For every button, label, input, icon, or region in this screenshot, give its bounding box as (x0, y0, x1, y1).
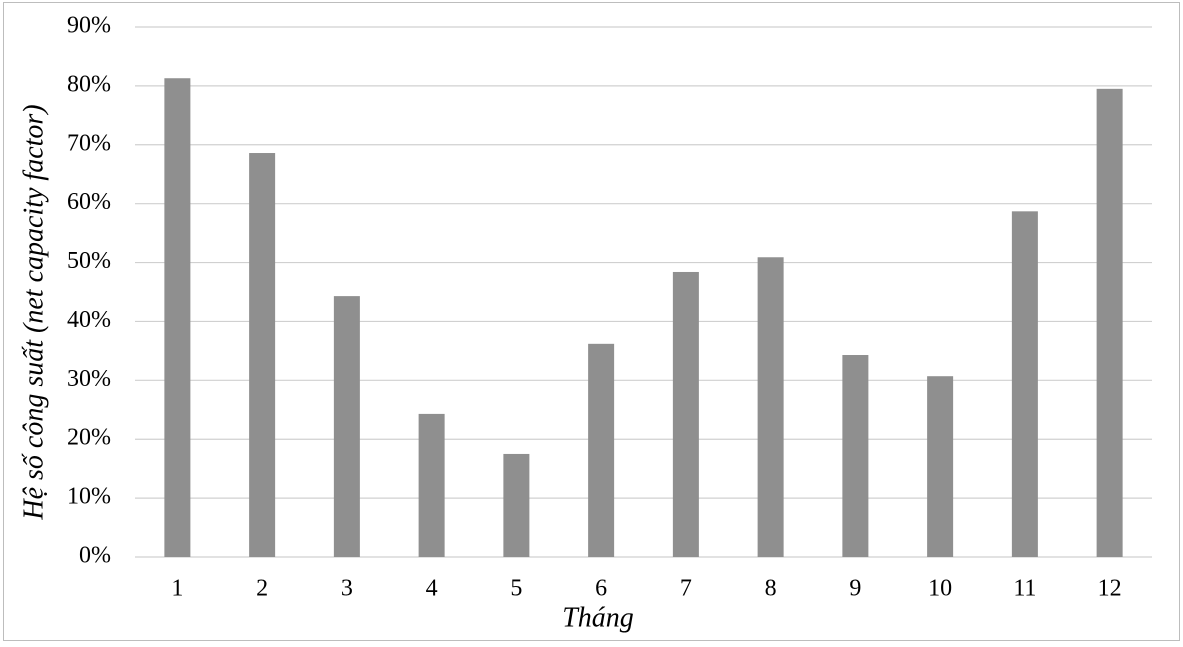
y-axis-label: Hệ số công suất (net capacity factor) (18, 104, 49, 520)
x-tick-label: 11 (1013, 576, 1036, 602)
bar (249, 153, 276, 557)
y-tick-label: 60% (67, 189, 111, 215)
bar (672, 271, 699, 557)
x-axis-label: Tháng (562, 602, 634, 633)
bar (418, 413, 445, 557)
x-tick-label: 1 (171, 576, 183, 602)
y-tick-label: 90% (67, 13, 111, 39)
y-tick-label: 10% (67, 484, 111, 510)
bar (503, 453, 530, 557)
y-tick-label: 0% (79, 543, 111, 569)
x-tick-label: 9 (849, 576, 861, 602)
x-tick-label: 4 (426, 576, 438, 602)
x-tick-label: 6 (595, 576, 607, 602)
x-tick-label: 3 (341, 576, 353, 602)
y-tick-label: 70% (67, 130, 111, 156)
x-tick-label: 2 (256, 576, 268, 602)
bar (927, 376, 954, 557)
y-tick-label: 20% (67, 425, 111, 451)
bar (333, 296, 360, 557)
bar (588, 343, 615, 557)
x-tick-label: 5 (510, 576, 522, 602)
bar (1096, 88, 1123, 557)
y-tick-label: 80% (67, 71, 111, 97)
bar (757, 257, 784, 557)
y-tick-label: 50% (67, 248, 111, 274)
x-tick-label: 8 (765, 576, 777, 602)
x-tick-label: 12 (1098, 576, 1122, 602)
y-tick-label: 30% (67, 366, 111, 392)
y-tick-label: 40% (67, 307, 111, 333)
x-tick-label: 7 (680, 576, 692, 602)
bar (164, 78, 191, 557)
x-tick-label: 10 (928, 576, 952, 602)
bar (1011, 211, 1038, 558)
bar (842, 355, 869, 557)
